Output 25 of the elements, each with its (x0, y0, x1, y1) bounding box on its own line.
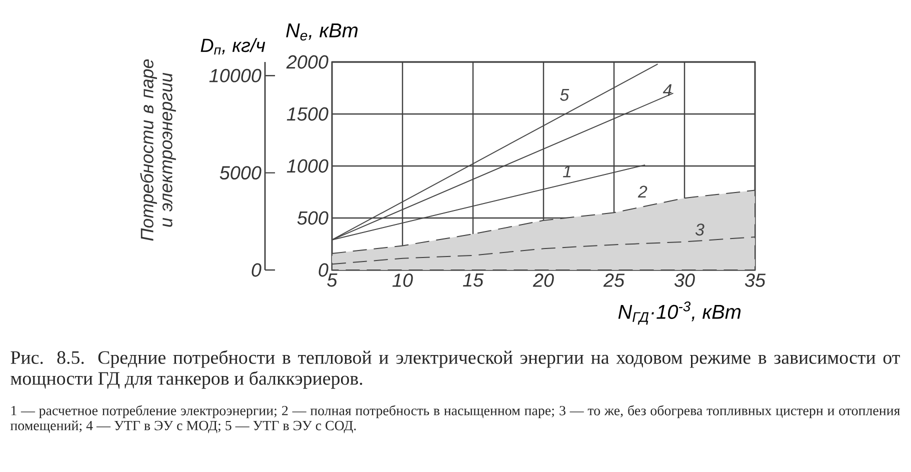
x-tick-label: 25 (603, 274, 625, 287)
y2-axis-title: D$_{п}$, кг/ч (200, 38, 266, 54)
x-tick-label: 5 (327, 274, 338, 287)
x-tick-label: 20 (532, 274, 554, 287)
x-tick-label: 30 (674, 274, 695, 287)
x-tick-label: 35 (744, 274, 766, 287)
y2-tick-label: 10000 (209, 68, 262, 82)
series-label: 4 (662, 84, 672, 96)
y-tick-label: 500 (297, 211, 328, 225)
x-tick-label: 15 (462, 274, 484, 287)
x-tick-label: 10 (392, 274, 413, 287)
series-label: 3 (695, 224, 704, 236)
series-label: 2 (638, 186, 648, 198)
y-tick-label: 0 (318, 263, 328, 277)
y-tick-label: 1500 (286, 107, 328, 121)
y-tick-label: 2000 (286, 55, 328, 69)
y-tick-label: 1000 (286, 159, 328, 173)
y-axis-title: N$_{e}$, кВт (286, 24, 358, 40)
x-axis-title: N$_{ГД}$·10$^{-3}$, кВт (618, 302, 741, 325)
y2-tick-label: 0 (252, 263, 262, 277)
series-label: 5 (560, 89, 570, 101)
text: Потребности в паре и электроэнергии (140, 59, 176, 241)
text: Рис. 8.5. Средние потребности в тепловой и электрической энергии на ходовом режиме в зависимости от мощности ГД для танкеров и балккэриеров. (10, 350, 900, 389)
y2-tick-label: 5000 (220, 166, 262, 180)
text: 1 — расчетное потребление электроэнергии; 2 — полная потребность в насыщенном паре; 3 — то же, без обогрева топливных цистерн и отопления помещений; 4 — УТГ в ЭУ с МОД; 5 — УТГ в ЭУ с СОД. (10, 405, 900, 434)
